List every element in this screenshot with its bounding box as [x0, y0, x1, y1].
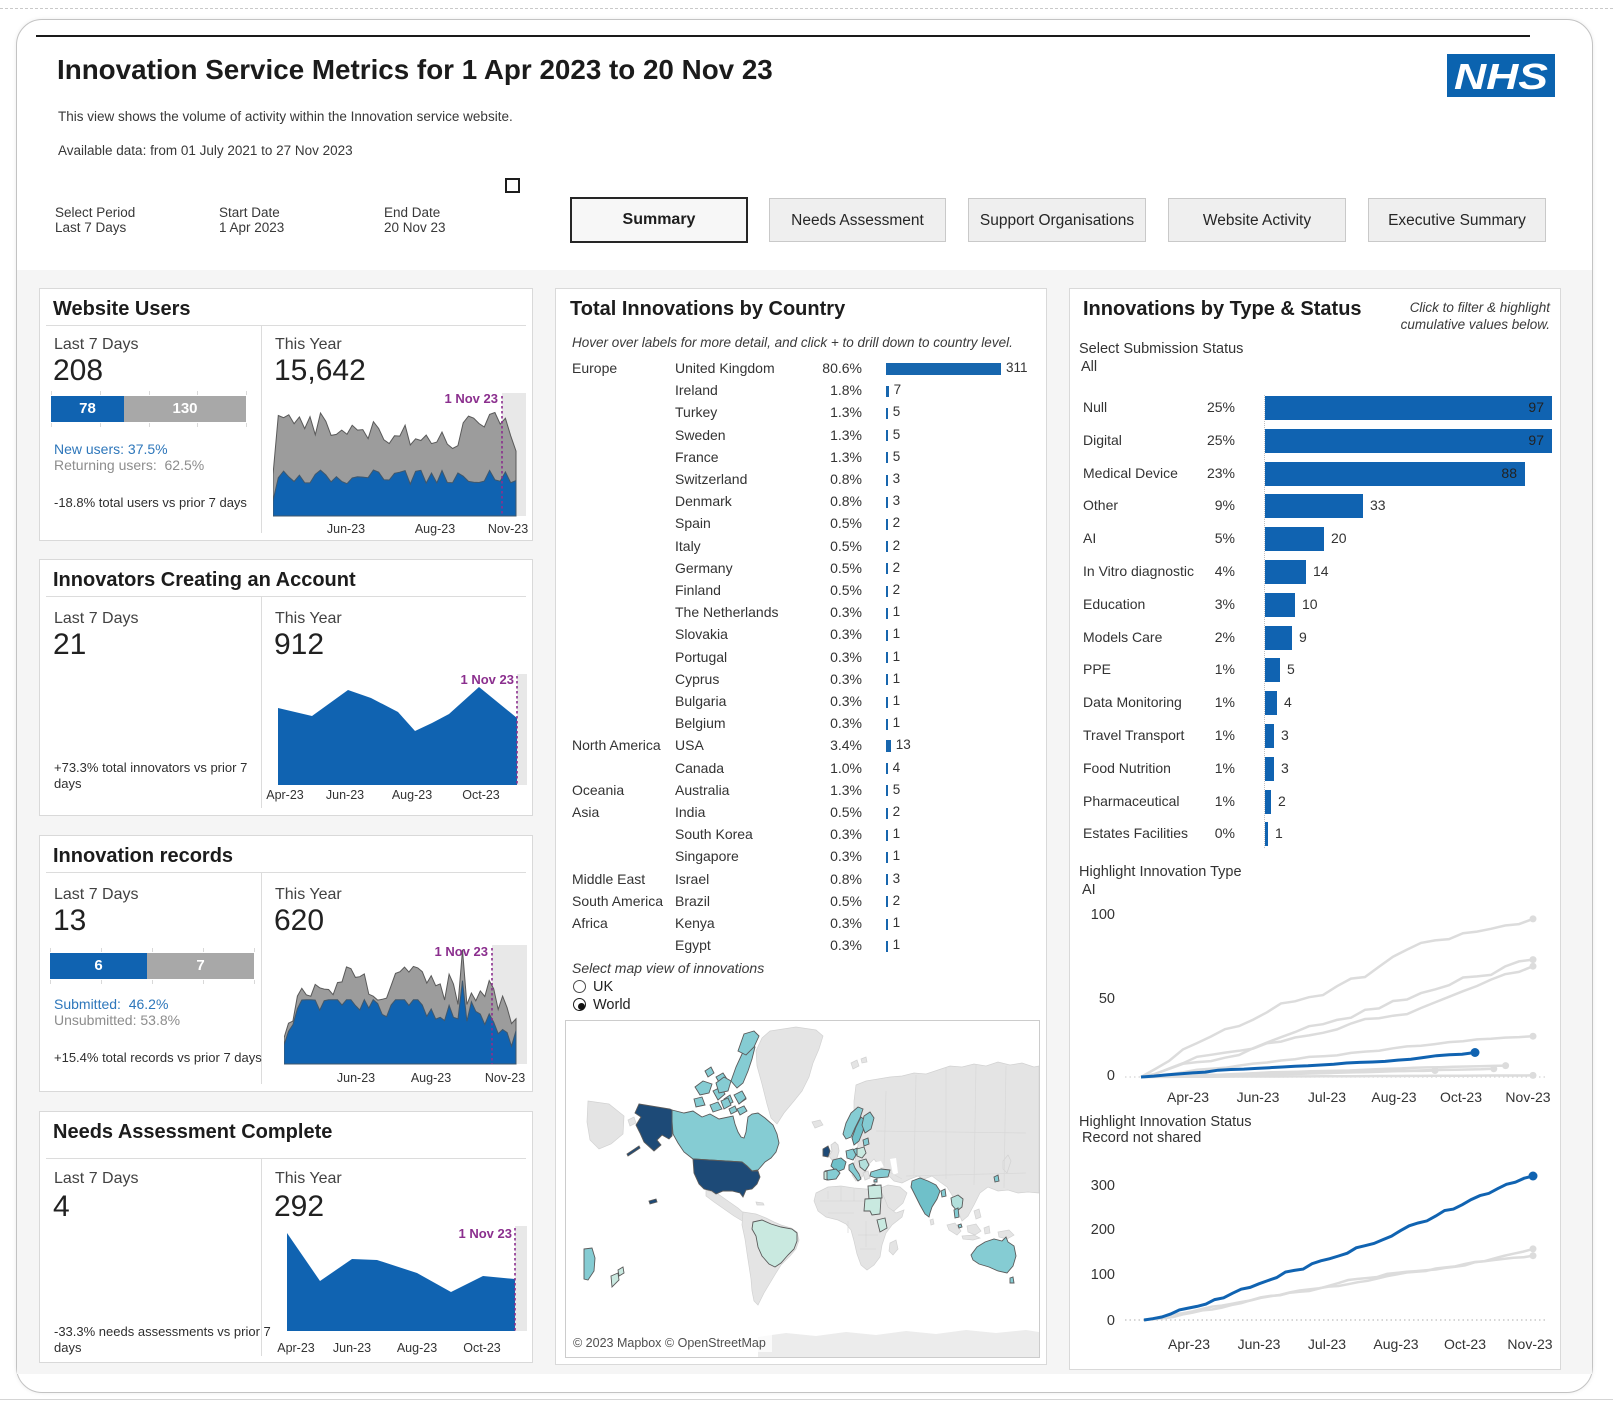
- svg-text:1 Nov 23: 1 Nov 23: [461, 672, 514, 687]
- svg-text:1 Nov 23: 1 Nov 23: [459, 1226, 512, 1241]
- svg-text:NHS: NHS: [1454, 56, 1548, 97]
- svg-text:1 Nov 23: 1 Nov 23: [435, 944, 488, 959]
- svg-text:1 Nov 23: 1 Nov 23: [445, 391, 498, 406]
